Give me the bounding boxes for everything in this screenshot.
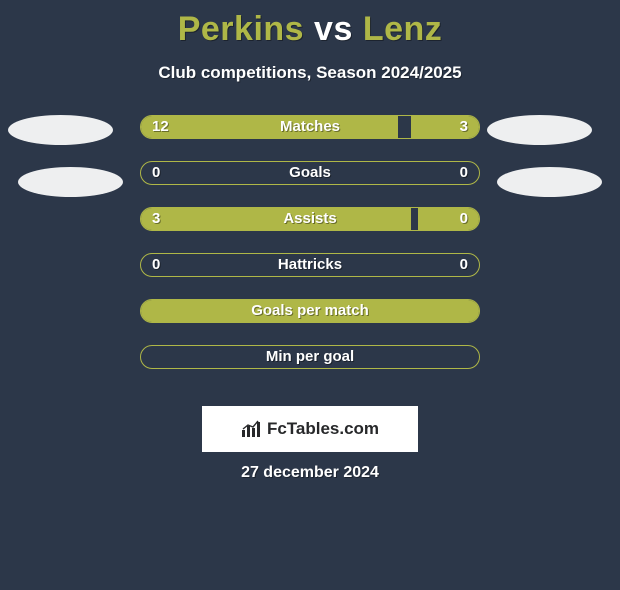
value-right: 0 <box>460 253 468 277</box>
player1-name: Perkins <box>178 10 304 48</box>
bar-track <box>140 115 480 139</box>
player2-name: Lenz <box>363 10 442 48</box>
bar-track <box>140 161 480 185</box>
bar-fill-left <box>141 208 411 230</box>
value-left: 0 <box>152 253 160 277</box>
stat-row: Assists30 <box>0 207 620 235</box>
bar-fill-left <box>141 116 398 138</box>
bar-track <box>140 345 480 369</box>
vs-text: vs <box>314 10 353 48</box>
stat-row: Goals per match <box>0 299 620 327</box>
logo-badge: FcTables.com <box>202 406 418 452</box>
value-left: 12 <box>152 115 169 139</box>
value-right: 0 <box>460 161 468 185</box>
player-ellipse-icon <box>18 167 123 197</box>
bar-track <box>140 299 480 323</box>
date-text: 27 december 2024 <box>0 464 620 482</box>
player-ellipse-icon <box>8 115 113 145</box>
logo-text: FcTables.com <box>267 419 379 439</box>
bar-fill-left <box>141 300 479 322</box>
bar-track <box>140 253 480 277</box>
bar-track <box>140 207 480 231</box>
bar-fill-right <box>418 208 479 230</box>
comparison-chart: Matches123Goals00Assists30Hattricks00Goa… <box>0 115 620 415</box>
value-left: 0 <box>152 161 160 185</box>
value-right: 3 <box>460 115 468 139</box>
player-ellipse-icon <box>497 167 602 197</box>
page-title: Perkins vs Lenz <box>0 10 620 49</box>
bar-fill-right <box>411 116 479 138</box>
stat-row: Hattricks00 <box>0 253 620 281</box>
stat-row: Min per goal <box>0 345 620 373</box>
logo-chart-icon <box>241 420 263 438</box>
value-right: 0 <box>460 207 468 231</box>
player-ellipse-icon <box>487 115 592 145</box>
value-left: 3 <box>152 207 160 231</box>
subtitle: Club competitions, Season 2024/2025 <box>0 63 620 83</box>
